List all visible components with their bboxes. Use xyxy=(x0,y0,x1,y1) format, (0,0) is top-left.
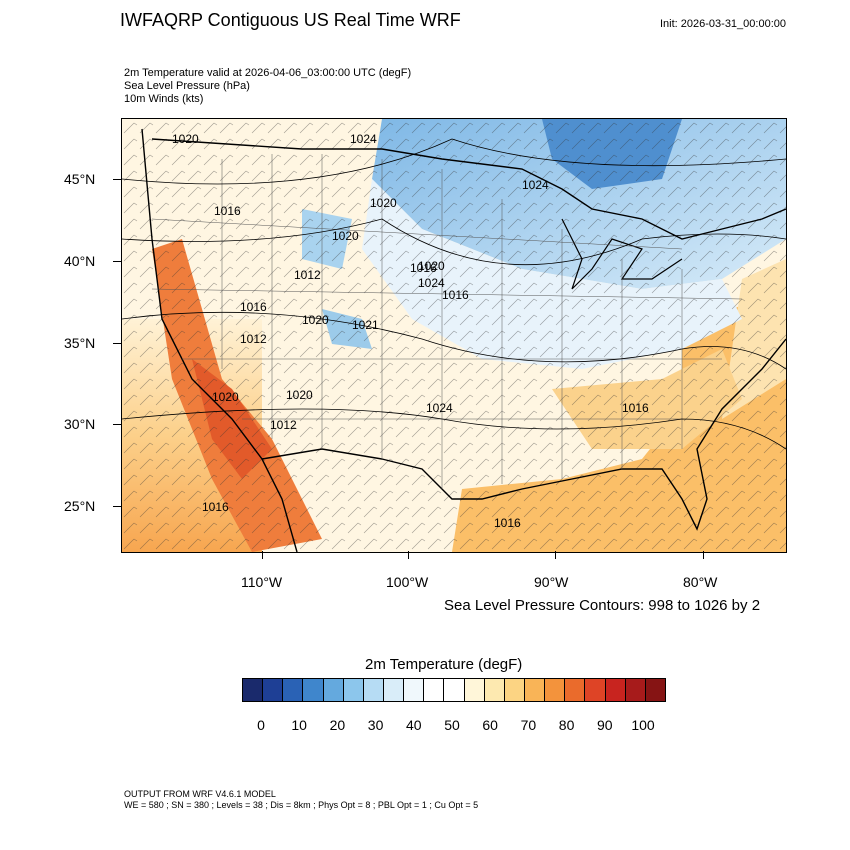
colorbar-label: 40 xyxy=(406,717,422,733)
field-pressure: Sea Level Pressure (hPa) xyxy=(124,80,250,92)
state-lines xyxy=(151,154,743,489)
colorbar-label: 0 xyxy=(257,717,265,733)
contour-label: 1020 xyxy=(172,132,199,146)
lat-label-35: 35°N xyxy=(64,335,96,351)
lat-label-25: 25°N xyxy=(64,498,96,514)
lat-tick xyxy=(113,424,121,425)
contour-label: 1020 xyxy=(286,388,313,402)
colorbar-cell xyxy=(444,679,465,701)
lon-label-110: 110°W xyxy=(241,574,283,590)
lat-tick xyxy=(113,179,121,180)
contour-label: 1012 xyxy=(270,418,297,432)
temperature-colorbar xyxy=(242,678,666,702)
contour-label: 1016 xyxy=(442,288,469,302)
lat-label-40: 40°N xyxy=(64,253,96,269)
page-title: IWFAQRP Contiguous US Real Time WRF xyxy=(120,10,461,30)
init-time: Init: 2026-03-31_00:00:00 xyxy=(660,18,786,30)
contour-label: 1012 xyxy=(240,332,267,346)
lat-tick xyxy=(113,506,121,507)
contour-label: 1024 xyxy=(350,132,377,146)
colorbar-cell xyxy=(343,679,364,701)
lat-label-30: 30°N xyxy=(64,416,96,432)
colorbar-cell xyxy=(383,679,405,701)
colorbar-cell xyxy=(524,679,546,701)
contour-label: 1024 xyxy=(426,401,453,415)
west-coastline xyxy=(141,128,298,552)
northern-border xyxy=(151,138,786,240)
contour-label: 1020 xyxy=(332,229,359,243)
colorbar-cell xyxy=(545,679,566,701)
wind-barbs xyxy=(122,119,786,552)
colorbar-label: 60 xyxy=(482,717,498,733)
lat-tick xyxy=(113,261,121,262)
contour-label: 1016 xyxy=(202,500,229,514)
colorbar-cell xyxy=(243,679,264,701)
contour-label: 1016 xyxy=(214,204,241,218)
colorbar-label: 50 xyxy=(444,717,460,733)
contour-label: 1024 xyxy=(418,276,445,290)
contour-label: 1020 xyxy=(302,313,329,327)
lon-label-100: 100°W xyxy=(386,574,429,590)
lon-tick xyxy=(555,551,556,559)
colorbar-cell xyxy=(363,679,384,701)
colorbar-cell xyxy=(484,679,505,701)
colorbar-cell xyxy=(585,679,606,701)
colorbar-label: 30 xyxy=(367,717,384,733)
colorbar-cell xyxy=(565,679,586,701)
lat-tick xyxy=(113,343,121,344)
field-winds: 10m Winds (kts) xyxy=(124,93,204,105)
colorbar-label: 80 xyxy=(558,717,575,733)
contour-label: 1016 xyxy=(622,401,649,415)
colorbar-label: 10 xyxy=(291,717,307,733)
contour-label: 1020 xyxy=(418,259,445,273)
pressure-contours xyxy=(122,138,786,450)
colorbar-cell xyxy=(645,679,665,701)
colorbar-cell xyxy=(504,679,525,701)
model-version: OUTPUT FROM WRF V4.6.1 MODEL xyxy=(124,789,276,799)
contour-label: 1016 xyxy=(410,261,437,275)
colorbar-cell xyxy=(464,679,485,701)
colorbar-cell xyxy=(263,679,284,701)
colorbar-cell xyxy=(404,679,425,701)
colorbar-cell xyxy=(303,679,324,701)
contour-label: 1016 xyxy=(240,300,267,314)
lon-tick xyxy=(408,551,409,559)
contour-label: 1024 xyxy=(522,178,549,192)
weather-map: 1024102010241016102010161020101610121012… xyxy=(121,118,787,553)
colorbar-cell xyxy=(625,679,646,701)
contour-label: 1012 xyxy=(294,268,321,282)
contour-labels: 1024102010241016102010161020101610121012… xyxy=(172,132,649,530)
lon-label-80: 80°W xyxy=(683,574,718,590)
colorbar-cell xyxy=(323,679,344,701)
lat-label-45: 45°N xyxy=(64,171,96,187)
contour-label: 1020 xyxy=(212,390,239,404)
lon-tick xyxy=(262,551,263,559)
contour-label: 1021 xyxy=(352,318,379,332)
colorbar-label: 100 xyxy=(631,717,655,733)
lon-label-90: 90°W xyxy=(534,574,569,590)
field-temperature: 2m Temperature valid at 2026-04-06_03:00… xyxy=(124,67,412,79)
great-lakes xyxy=(561,218,683,290)
colorbar-cell xyxy=(283,679,304,701)
colorbar-label: 20 xyxy=(329,717,346,733)
colorbar-label: 70 xyxy=(520,717,537,733)
lon-tick xyxy=(703,551,704,559)
contour-label: 1020 xyxy=(370,196,397,210)
contour-note: Sea Level Pressure Contours: 998 to 1026… xyxy=(444,597,761,614)
model-config: WE = 580 ; SN = 380 ; Levels = 38 ; Dis … xyxy=(124,800,479,810)
contour-label: 1016 xyxy=(494,516,521,530)
colorbar-label: 90 xyxy=(597,717,613,733)
model-note: OUTPUT FROM WRF V4.6.1 MODEL WE = 580 ; … xyxy=(124,789,478,811)
colorbar-cell xyxy=(424,679,445,701)
map-svg: 1024102010241016102010161020101610121012… xyxy=(122,119,786,552)
colorbar-title: 2m Temperature (degF) xyxy=(365,656,523,673)
colorbar-cell xyxy=(605,679,626,701)
